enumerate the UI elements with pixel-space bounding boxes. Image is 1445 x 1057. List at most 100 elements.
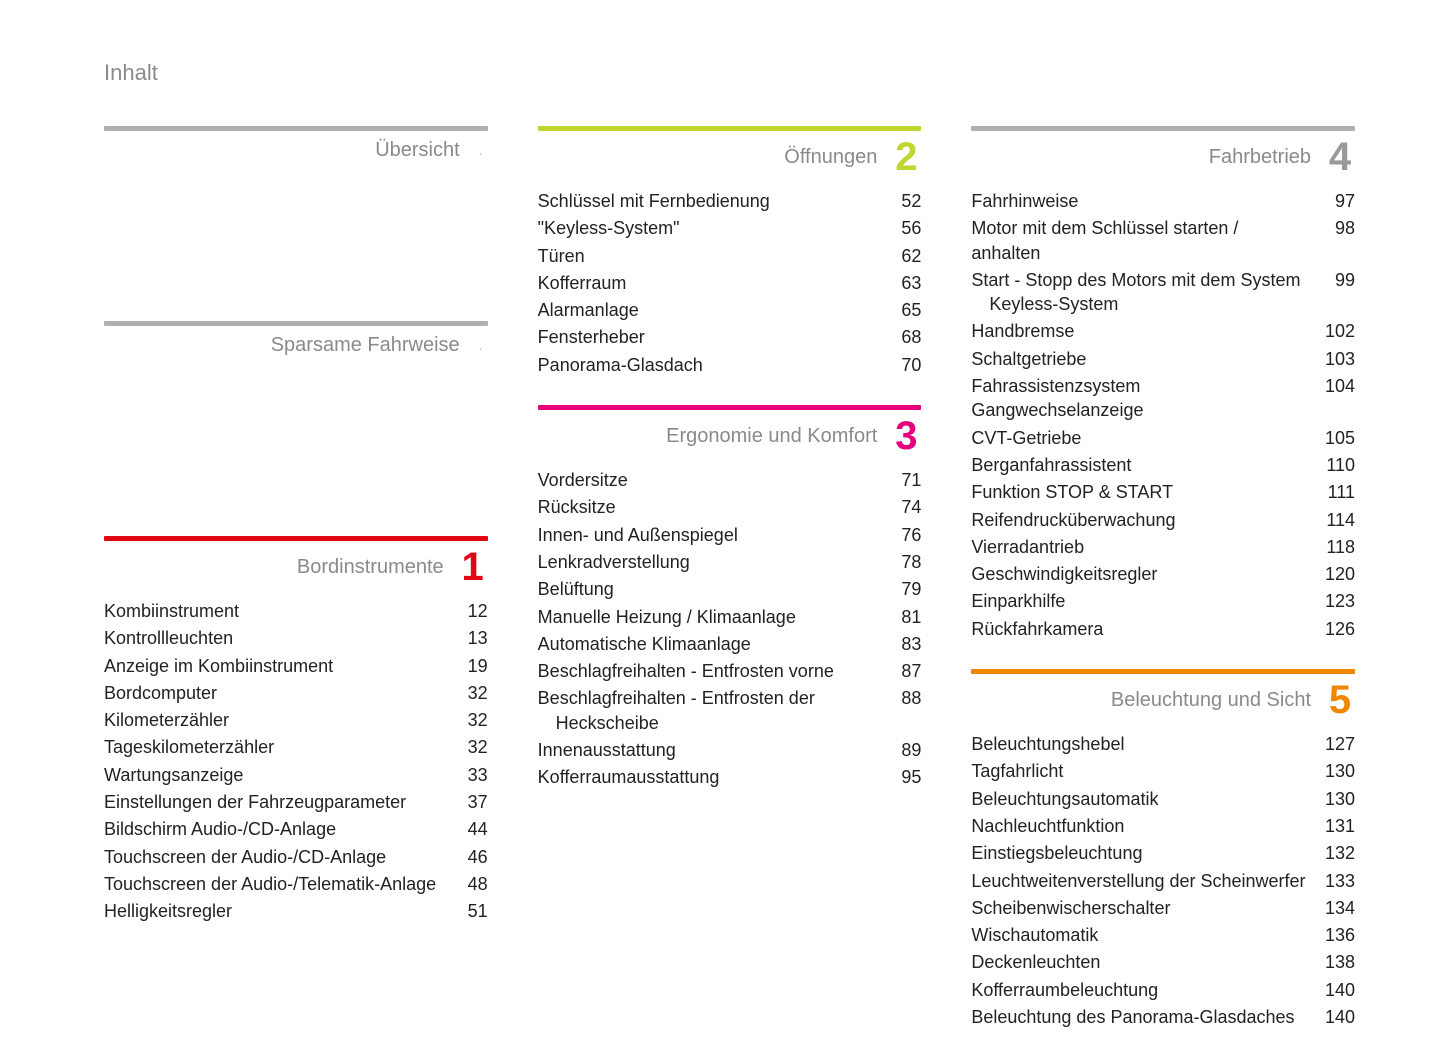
toc-entry[interactable]: Kilometerzähler32 (104, 708, 488, 732)
toc-entry-label: Beleuchtung des Panorama-Glasdaches (971, 1005, 1315, 1029)
toc-entry-page: 44 (448, 817, 488, 841)
toc-entry-page: 52 (881, 189, 921, 213)
toc-entry[interactable]: Fensterheber68 (538, 325, 922, 349)
toc-entry[interactable]: Kofferraumbeleuchtung140 (971, 978, 1355, 1002)
toc-entry-label: Einparkhilfe (971, 589, 1315, 613)
section-number: 2 (891, 137, 921, 177)
toc-entry-page: 98 (1315, 216, 1355, 240)
toc-entry[interactable]: Wischautomatik136 (971, 923, 1355, 947)
toc-entry[interactable]: Einstellungen der Fahrzeugparameter37 (104, 790, 488, 814)
toc-entry-label: Nachleuchtfunktion (971, 814, 1315, 838)
toc-entry[interactable]: Beleuchtung des Panorama-Glasdaches140 (971, 1005, 1355, 1029)
section-entries: Schlüssel mit Fernbedienung52 "Keyless-Sy… (538, 189, 922, 377)
toc-entry[interactable]: Vierradantrieb118 (971, 535, 1355, 559)
toc-entry-label: Beleuchtungshebel (971, 732, 1315, 756)
toc-entry-page: 126 (1315, 617, 1355, 641)
toc-entry[interactable]: CVT-Getriebe105 (971, 426, 1355, 450)
toc-entry[interactable]: Handbremse102 (971, 319, 1355, 343)
toc-entry[interactable]: Scheibenwischerschalter134 (971, 896, 1355, 920)
section-number: 5 (1325, 680, 1355, 720)
section-titlebar: Fahrbetrieb4 (971, 137, 1355, 177)
toc-entry[interactable]: Schlüssel mit Fernbedienung52 (538, 189, 922, 213)
toc-column-2: Öffnungen2 Schlüssel mit Fernbedienung52 "… (538, 126, 922, 1057)
toc-entry-page: 127 (1315, 732, 1355, 756)
toc-entry-page: 87 (881, 659, 921, 683)
toc-entry-label: Kontrollleuchten (104, 626, 448, 650)
toc-entry[interactable]: Tageskilometerzähler32 (104, 735, 488, 759)
toc-entry[interactable]: Motor mit dem Schlüssel starten / anhalt… (971, 216, 1355, 265)
section-header: Öffnungen2 (538, 126, 922, 177)
toc-entry[interactable]: Manuelle Heizung / Klimaanlage81 (538, 605, 922, 629)
toc-entry-page: 105 (1315, 426, 1355, 450)
toc-entry[interactable]: Kofferraumausstattung95 (538, 765, 922, 789)
toc-entry[interactable]: Fahrhinweise97 (971, 189, 1355, 213)
toc-entry[interactable]: "Keyless-System"56 (538, 216, 922, 240)
toc-entry[interactable]: Tagfahrlicht130 (971, 759, 1355, 783)
toc-section-fahrbetrieb: Fahrbetrieb4 Fahrhinweise97 Motor mit dem … (971, 126, 1355, 641)
toc-entry-page: 63 (881, 271, 921, 295)
toc-section-sparsame: Sparsame Fahrweise. (104, 321, 488, 508)
toc-entry[interactable]: Fahrassistenzsystem Gangwechselanzeige10… (971, 374, 1355, 423)
toc-entry[interactable]: Innen- und Außenspiegel76 (538, 523, 922, 547)
toc-entry[interactable]: Innenausstattung89 (538, 738, 922, 762)
section-titlebar: Beleuchtung und Sicht5 (971, 680, 1355, 720)
toc-entry-label: Türen (538, 244, 882, 268)
toc-entry[interactable]: Belüftung79 (538, 577, 922, 601)
toc-entry[interactable]: Kofferraum63 (538, 271, 922, 295)
toc-entry[interactable]: Türen62 (538, 244, 922, 268)
toc-entry-page: 78 (881, 550, 921, 574)
toc-entry[interactable]: Vordersitze71 (538, 468, 922, 492)
toc-entry-page: 132 (1315, 841, 1355, 865)
toc-entry-label: Fahrassistenzsystem Gangwechselanzeige (971, 374, 1315, 423)
toc-entry[interactable]: Panorama-Glasdach70 (538, 353, 922, 377)
toc-entry[interactable]: Einstiegsbeleuchtung132 (971, 841, 1355, 865)
toc-entry[interactable]: Start - Stopp des Motors mit dem System … (971, 268, 1355, 317)
section-rule (971, 669, 1355, 674)
toc-section-beleuchtung: Beleuchtung und Sicht5Beleuchtungshebel1… (971, 669, 1355, 1029)
toc-entry[interactable]: Deckenleuchten138 (971, 950, 1355, 974)
toc-entry[interactable]: Bordcomputer32 (104, 681, 488, 705)
toc-entry[interactable]: Beschlagfreihalten - Entfrosten vorne87 (538, 659, 922, 683)
toc-entry[interactable]: Schaltgetriebe103 (971, 347, 1355, 371)
toc-entry[interactable]: Touchscreen der Audio-/CD-Anlage46 (104, 845, 488, 869)
toc-entry-page: 65 (881, 298, 921, 322)
section-number: 3 (891, 416, 921, 456)
toc-entry[interactable]: Einparkhilfe123 (971, 589, 1355, 613)
toc-entry[interactable]: Reifendrucküberwachung114 (971, 508, 1355, 532)
toc-entry[interactable]: Alarmanlage65 (538, 298, 922, 322)
toc-entry-label: Panorama-Glasdach (538, 353, 882, 377)
toc-entry[interactable]: Kontrollleuchten13 (104, 626, 488, 650)
toc-entry[interactable]: Wartungsanzeige33 (104, 763, 488, 787)
toc-entry[interactable]: Leuchtweitenverstellung der Scheinwerfer… (971, 869, 1355, 893)
toc-entry[interactable]: Bildschirm Audio-/CD-Anlage44 (104, 817, 488, 841)
toc-entry-page: 70 (881, 353, 921, 377)
toc-entry-label: Deckenleuchten (971, 950, 1315, 974)
toc-entry-page: 81 (881, 605, 921, 629)
toc-entry[interactable]: Beschlagfreihalten - Entfrosten der Heck… (538, 686, 922, 735)
toc-entry[interactable]: Touchscreen der Audio-/Telematik-Anlage4… (104, 872, 488, 896)
toc-entry-label: Helligkeitsregler (104, 899, 448, 923)
toc-entry[interactable]: Anzeige im Kombiinstrument19 (104, 654, 488, 678)
toc-entry-label: Handbremse (971, 319, 1315, 343)
toc-entry-label: Schaltgetriebe (971, 347, 1315, 371)
toc-entry-page: 110 (1315, 453, 1355, 477)
toc-entry[interactable]: Geschwindigkeitsregler120 (971, 562, 1355, 586)
section-spacer (104, 368, 488, 508)
toc-entry[interactable]: Nachleuchtfunktion131 (971, 814, 1355, 838)
toc-entry-page: 32 (448, 681, 488, 705)
toc-entry[interactable]: Helligkeitsregler51 (104, 899, 488, 923)
toc-entry-label: Beschlagfreihalten - Entfrosten vorne (538, 659, 882, 683)
toc-entry-label: Innen- und Außenspiegel (538, 523, 882, 547)
toc-entry[interactable]: Beleuchtungshebel127 (971, 732, 1355, 756)
toc-entry[interactable]: Beleuchtungsautomatik130 (971, 787, 1355, 811)
toc-entry[interactable]: Rückfahrkamera126 (971, 617, 1355, 641)
toc-entry[interactable]: Funktion STOP & START111 (971, 480, 1355, 504)
toc-entry[interactable]: Berganfahrassistent110 (971, 453, 1355, 477)
toc-entry[interactable]: Automatische Klimaanlage83 (538, 632, 922, 656)
section-header: Bordinstrumente1 (104, 536, 488, 587)
toc-entry[interactable]: Kombiinstrument12 (104, 599, 488, 623)
toc-entry[interactable]: Lenkradverstellung78 (538, 550, 922, 574)
toc-entry-page: 134 (1315, 896, 1355, 920)
toc-entry[interactable]: Rücksitze74 (538, 495, 922, 519)
toc-entry-label: Kofferraum (538, 271, 882, 295)
